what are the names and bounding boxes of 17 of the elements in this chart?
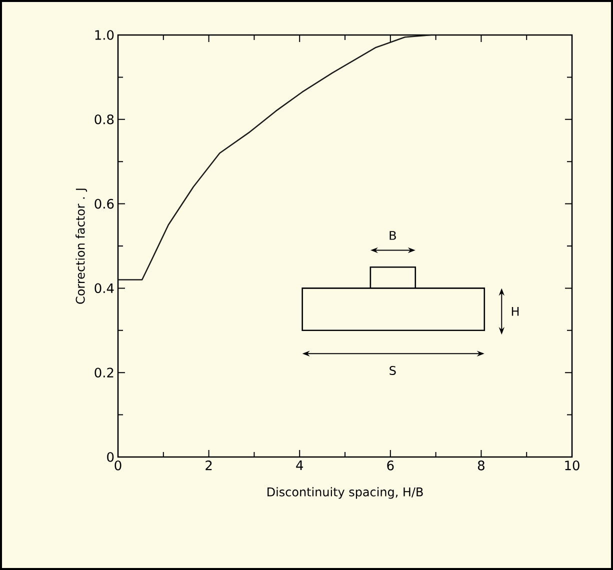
annotation: S <box>390 366 396 376</box>
y-axis-title: Correction factor . J <box>76 188 88 304</box>
x-tick-label: 2 <box>206 460 212 470</box>
annotation: B <box>390 231 396 240</box>
x-axis-title: Discontinuity spacing, H/B <box>268 487 423 499</box>
y-tick-label: 0.8 <box>94 114 114 124</box>
y-tick-label: 0 <box>107 452 114 462</box>
x-tick-label: 4 <box>296 460 303 470</box>
y-tick-label: 1.0 <box>95 30 114 40</box>
x-tick-label: 6 <box>387 460 394 470</box>
x-tick-label: 10 <box>565 460 580 470</box>
x-tick-label: 8 <box>478 460 484 470</box>
x-tick-label: 0 <box>114 460 122 470</box>
y-tick-label: 0.2 <box>94 368 114 378</box>
y-tick-label: 0.4 <box>94 283 114 294</box>
annotation: H <box>512 307 519 316</box>
y-tick-label: 0.6 <box>94 198 114 209</box>
